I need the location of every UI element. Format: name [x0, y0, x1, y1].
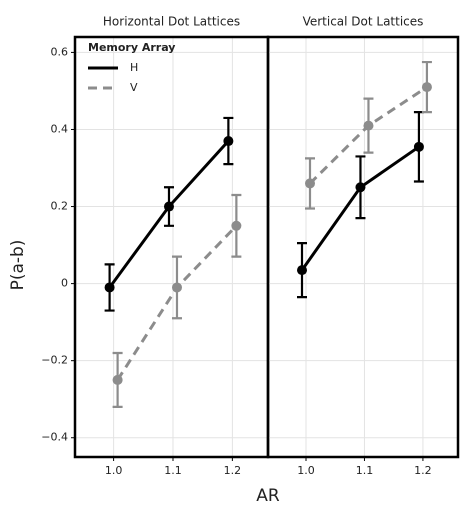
y-tick-label: 0.4: [51, 122, 69, 135]
legend-label: H: [130, 61, 138, 74]
data-point: [231, 220, 242, 231]
data-point: [413, 141, 424, 152]
y-tick-label: −0.2: [41, 354, 68, 367]
legend-label: V: [130, 81, 138, 94]
x-tick-label: 1.0: [297, 464, 315, 477]
data-point: [171, 282, 182, 293]
panel-title: Horizontal Dot Lattices: [103, 15, 240, 29]
data-point: [421, 82, 432, 93]
y-tick-label: 0.2: [51, 200, 69, 213]
y-tick-label: 0: [61, 277, 68, 290]
y-tick-label: −0.4: [41, 431, 68, 444]
data-point: [363, 120, 374, 131]
data-point: [223, 136, 234, 147]
legend-title: Memory Array: [88, 41, 175, 54]
x-tick-label: 1.1: [164, 464, 182, 477]
x-tick-label: 1.1: [356, 464, 374, 477]
panel-header: [268, 10, 458, 34]
x-tick-label: 1.2: [224, 464, 242, 477]
data-point: [355, 182, 366, 193]
panel-frame: [266, 35, 460, 459]
panel-header: [75, 10, 268, 34]
y-tick-label: 0.6: [51, 45, 69, 58]
data-point: [112, 374, 123, 385]
data-point: [104, 282, 115, 293]
y-axis-label: P(a-b): [8, 240, 28, 291]
panel-title: Vertical Dot Lattices: [303, 15, 424, 29]
panel-frame: [73, 35, 270, 459]
x-axis-label: AR: [256, 486, 280, 506]
data-point: [297, 265, 307, 276]
x-tick-label: 1.0: [105, 464, 123, 477]
data-point: [163, 201, 174, 212]
x-tick-label: 1.2: [414, 464, 432, 477]
data-point: [305, 178, 315, 189]
